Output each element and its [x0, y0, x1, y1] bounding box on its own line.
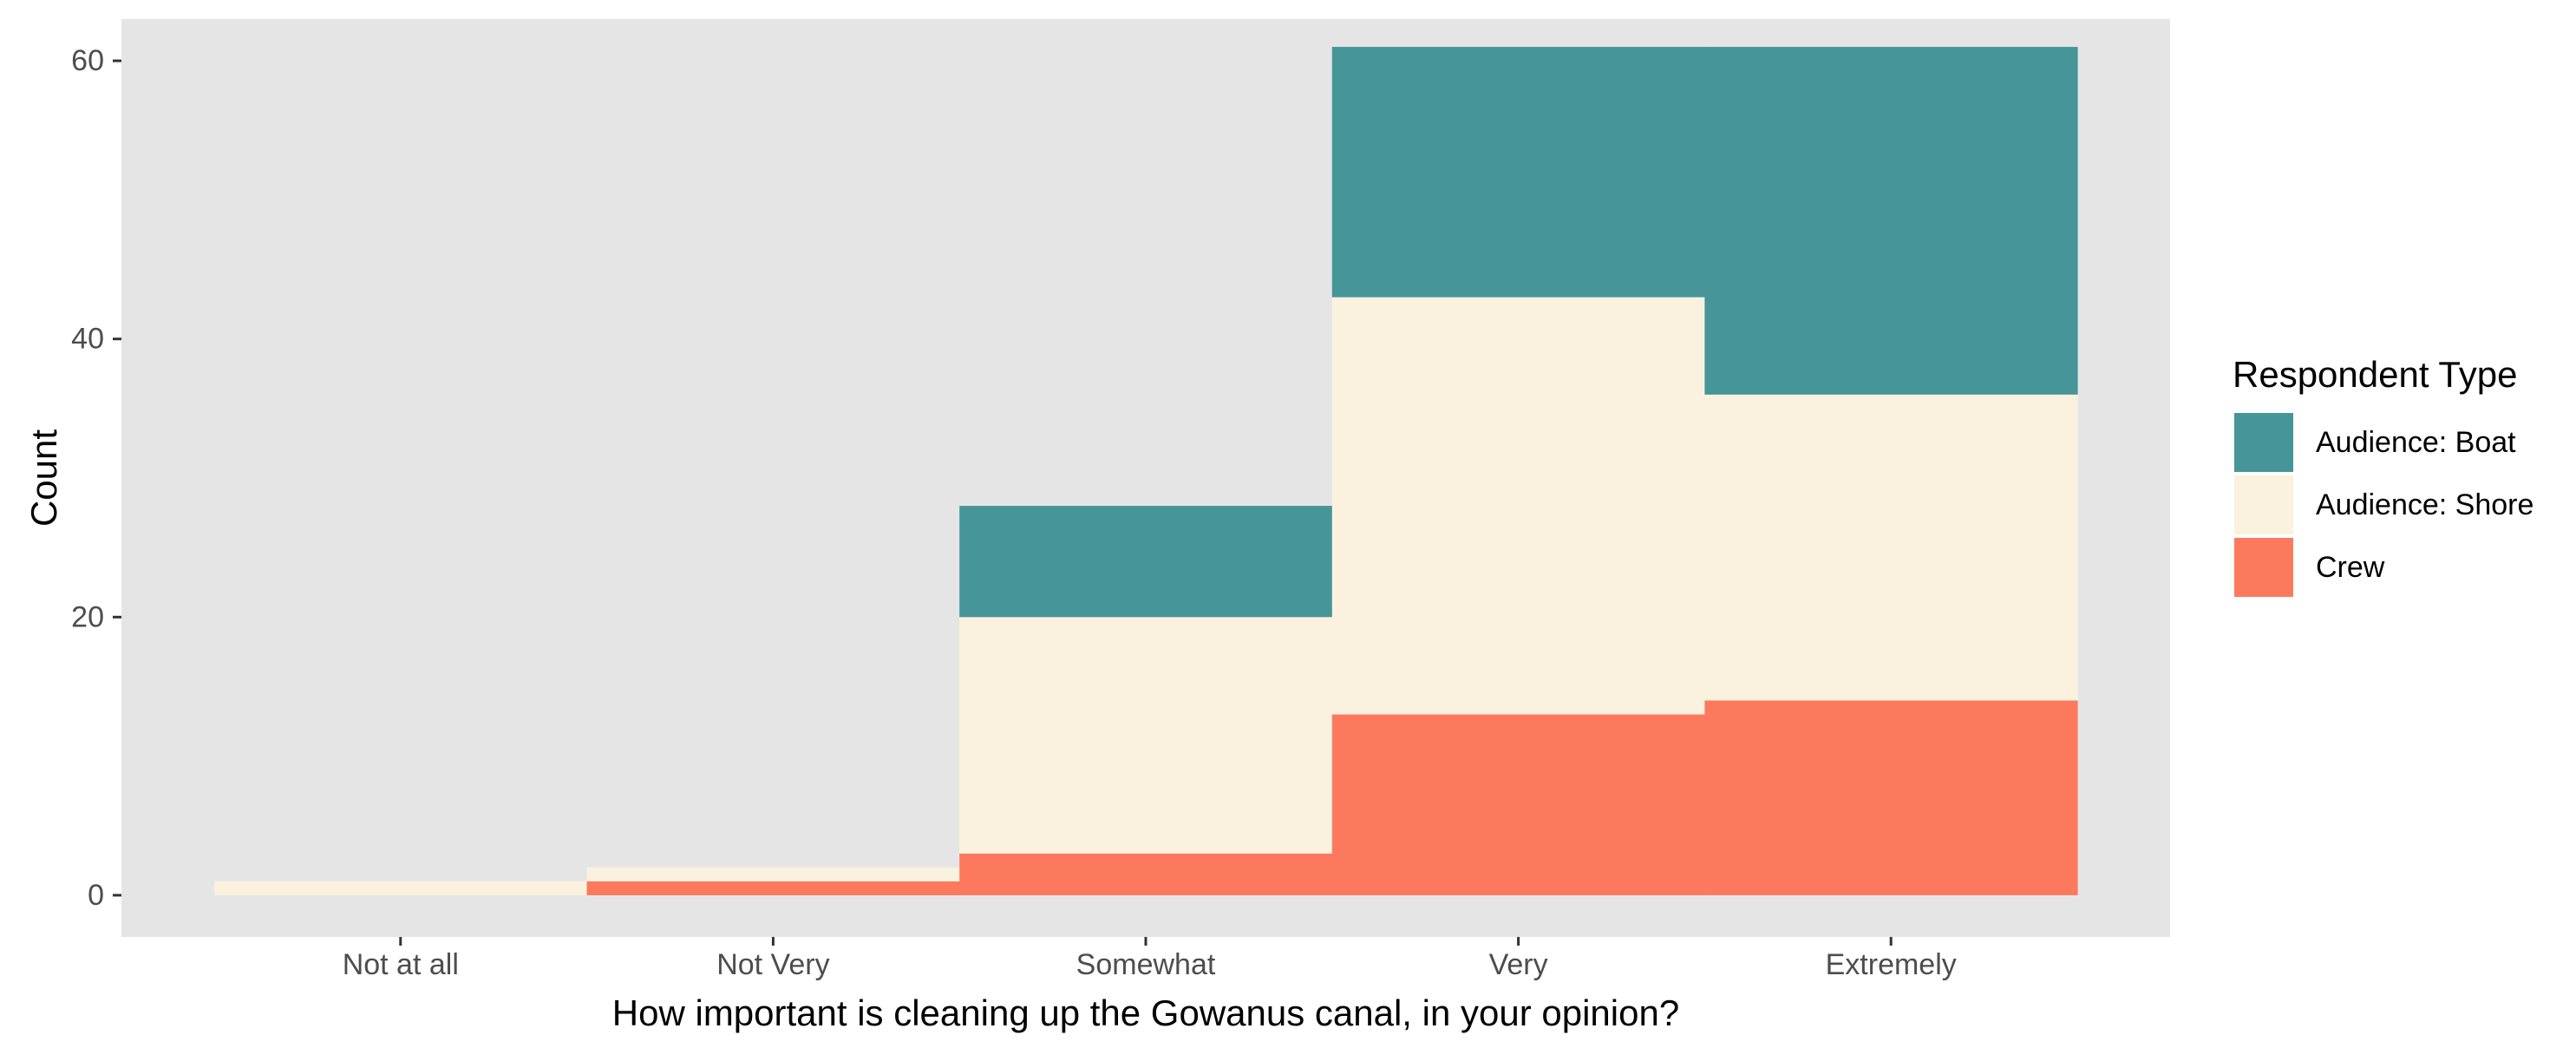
x-axis-title: How important is cleaning up the Gowanus…	[612, 992, 1679, 1033]
x-tick-label: Somewhat	[1076, 948, 1216, 981]
bar-audience-boat-3	[1331, 47, 1705, 298]
bar-audience-shore-2	[959, 617, 1333, 854]
legend-label-crew: Crew	[2316, 551, 2385, 584]
legend: Respondent Type Audience: Boat Audience: …	[2233, 354, 2534, 597]
x-tick-label: Not at all	[343, 948, 459, 981]
legend-title: Respondent Type	[2233, 354, 2517, 395]
x-tick-label: Not Very	[716, 948, 829, 981]
bars-layer	[214, 47, 2078, 895]
y-tick-label: 60	[71, 44, 104, 77]
y-tick-label: 20	[71, 600, 104, 633]
x-tick-label: Extremely	[1826, 948, 1957, 981]
bar-audience-shore-0	[214, 881, 588, 895]
x-axis: Not at all Not Very Somewhat Very Extremely	[343, 937, 1957, 981]
bar-audience-boat-2	[959, 506, 1333, 618]
y-axis: 0 20 40 60	[71, 44, 121, 912]
legend-key-audience-boat	[2234, 413, 2293, 472]
bar-audience-shore-1	[586, 867, 960, 881]
legend-key-crew	[2234, 538, 2293, 597]
y-tick-label: 40	[71, 323, 104, 356]
x-tick-label: Very	[1489, 948, 1548, 981]
bar-audience-boat-4	[1704, 47, 2078, 395]
bar-crew-2	[959, 853, 1333, 895]
bar-crew-3	[1331, 714, 1705, 895]
legend-label-audience-boat: Audience: Boat	[2316, 426, 2516, 459]
legend-key-audience-shore	[2234, 475, 2293, 534]
bar-audience-shore-3	[1331, 297, 1705, 715]
bar-audience-shore-4	[1704, 394, 2078, 701]
bar-crew-1	[586, 881, 960, 895]
bar-crew-4	[1704, 700, 2078, 895]
y-tick-label: 0	[88, 879, 104, 912]
y-axis-title: Count	[23, 429, 64, 527]
legend-label-audience-shore: Audience: Shore	[2316, 488, 2534, 521]
